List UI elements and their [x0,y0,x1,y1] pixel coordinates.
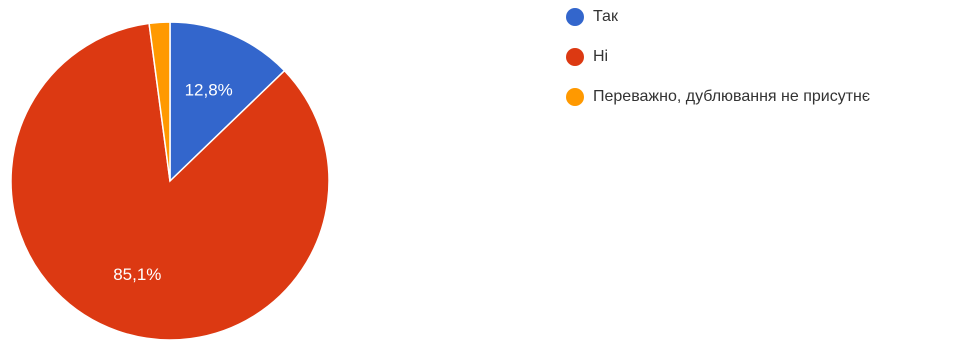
legend-label-ni: Ні [593,47,609,65]
legend-label-perevazhno: Переважно, дублювання не присутнє [593,87,871,105]
pie-slice-label-1: 85,1% [113,265,161,284]
legend-item-tak[interactable]: Так [566,6,870,27]
legend-item-ni[interactable]: Ні [566,46,870,67]
pie-slice-label-0: 12,8% [185,80,233,99]
legend-swatch-tak [566,7,584,26]
legend: Так Ні Переважно, дублювання не присутнє [566,6,870,126]
legend-item-perevazhno[interactable]: Переважно, дублювання не присутнє [566,86,870,107]
pie-slices [10,21,330,341]
pie-labels: 12,8% 85,1% [113,80,233,284]
pie-chart-svg: 12,8% 85,1% [10,21,330,341]
legend-label-tak: Так [593,7,618,25]
pie-slice-0[interactable] [169,21,286,183]
pie-slice-1[interactable] [10,22,330,341]
legend-swatch-ni [566,47,584,66]
legend-swatch-perevazhno [566,87,584,106]
pie-slice-2[interactable] [148,21,171,182]
